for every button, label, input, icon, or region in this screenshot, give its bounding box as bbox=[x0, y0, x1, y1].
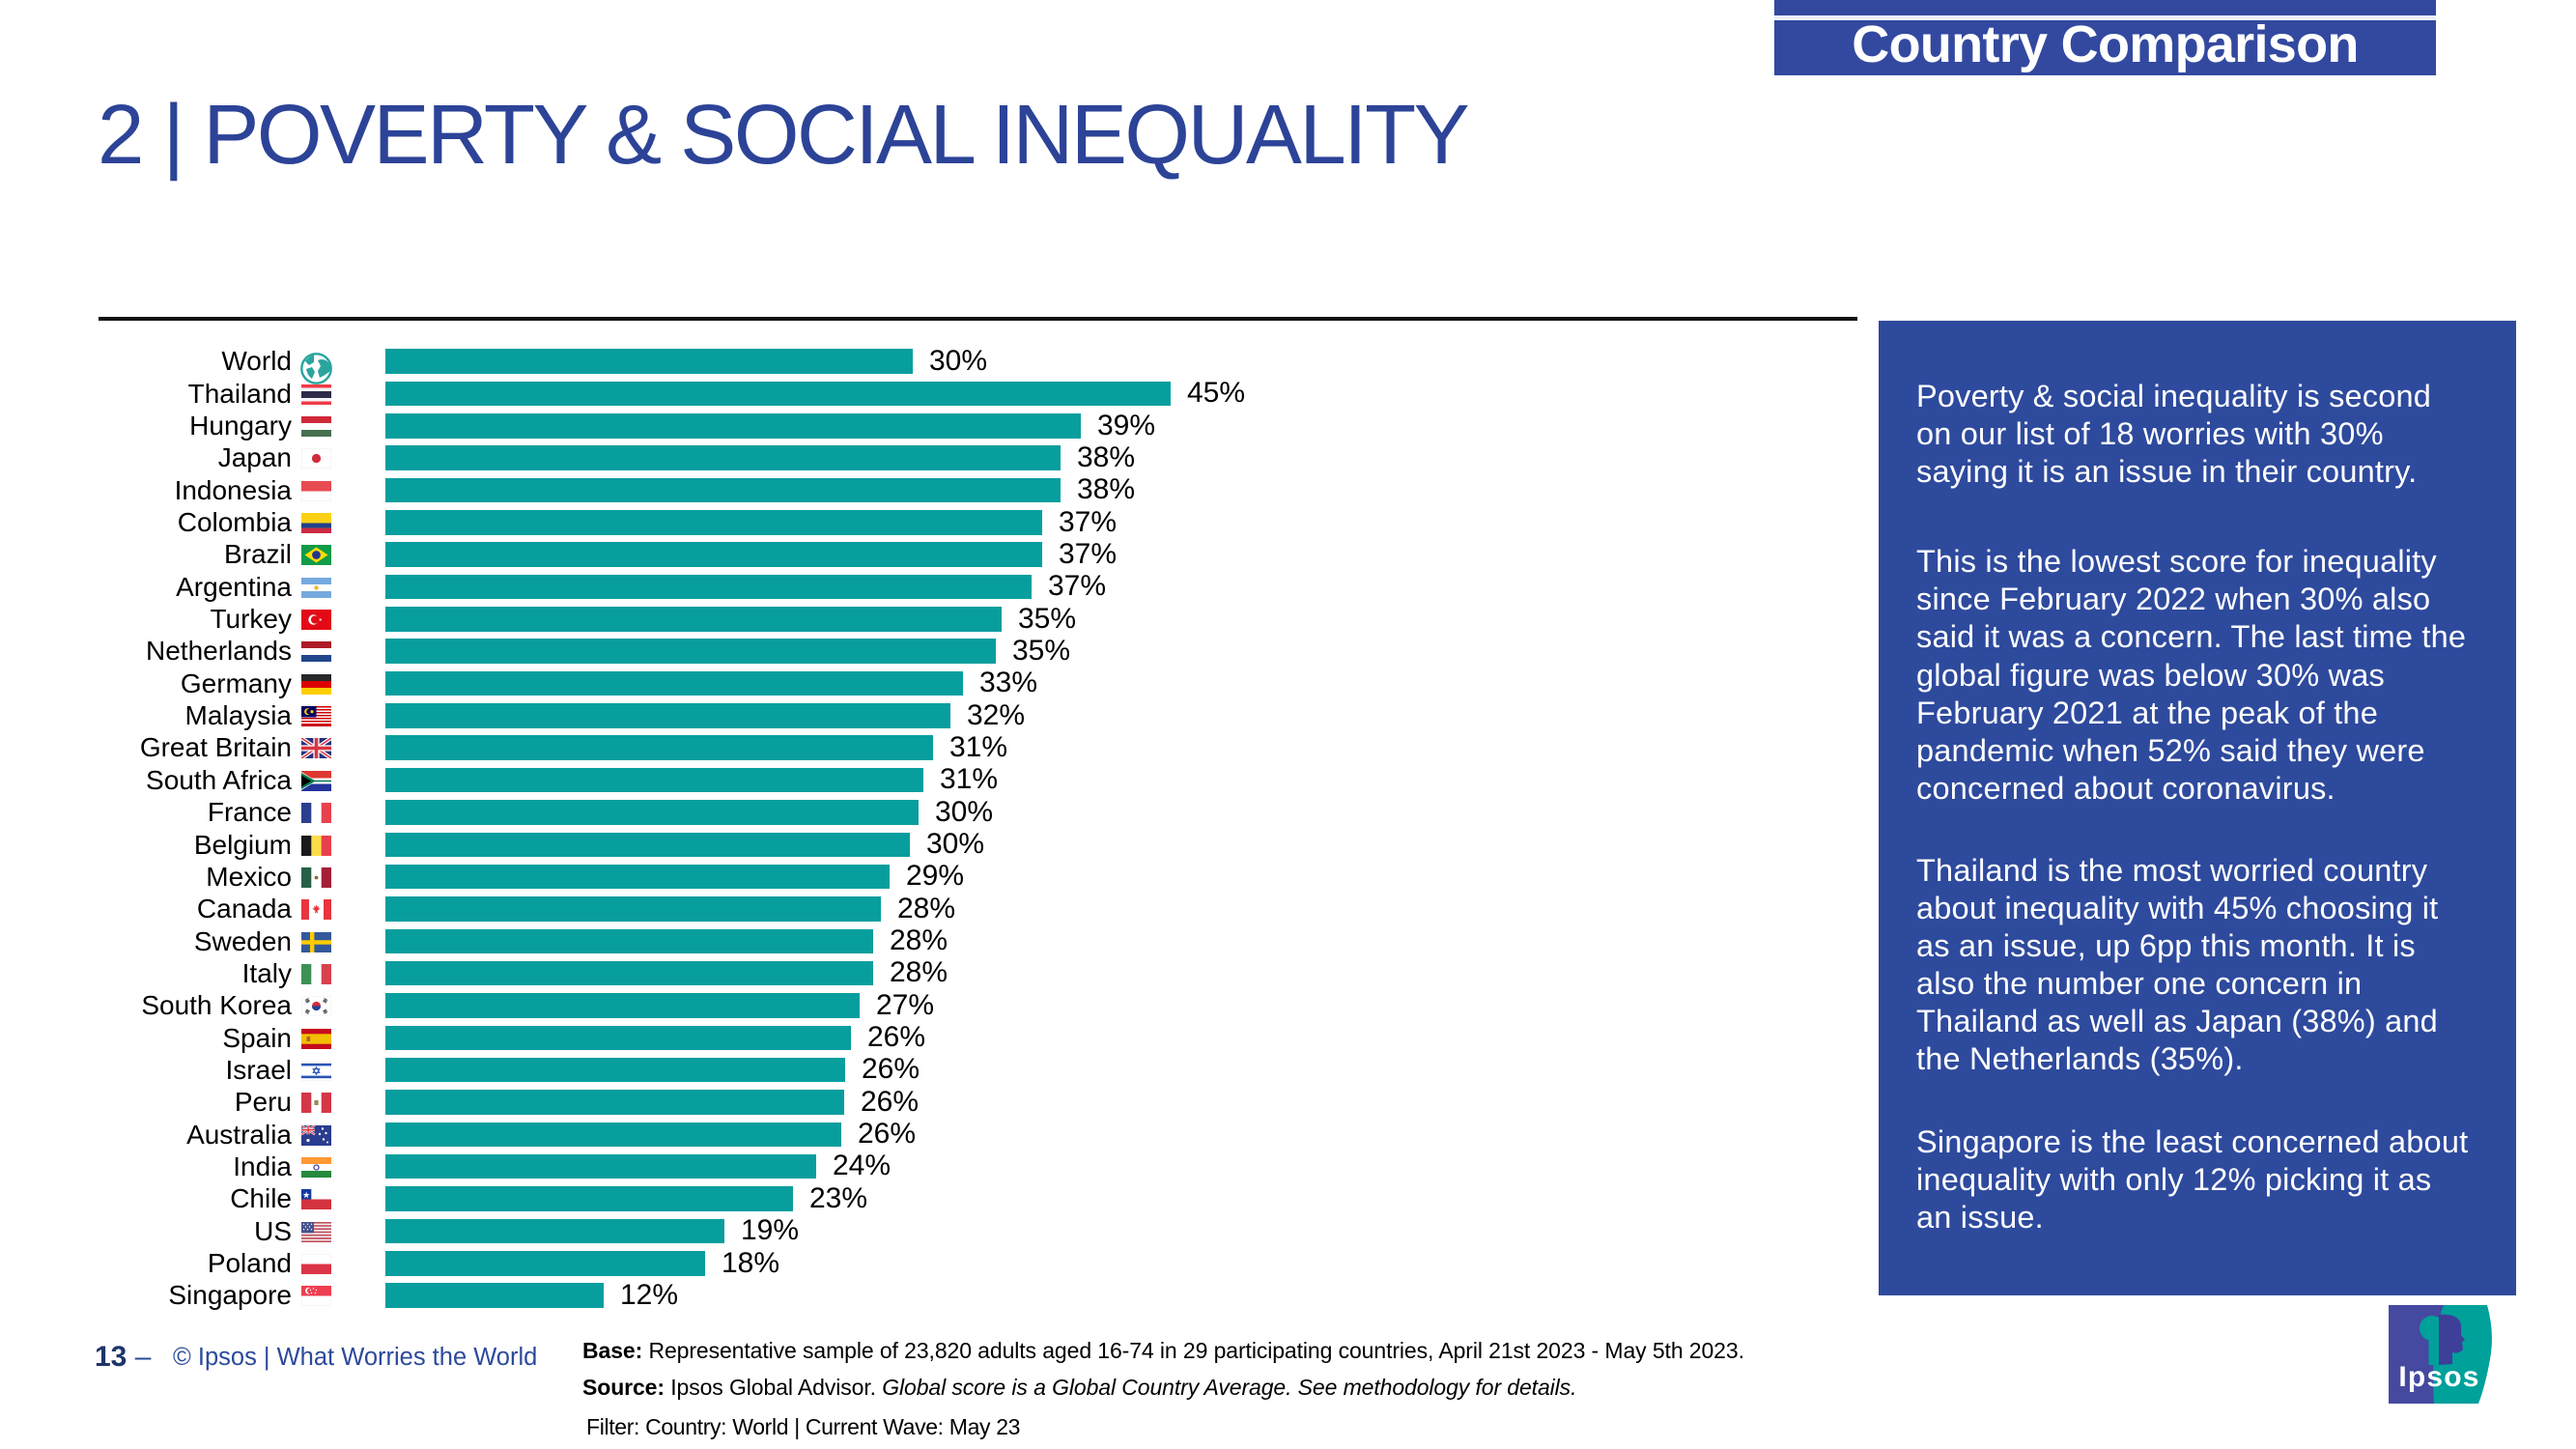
svg-text:Ipsos: Ipsos bbox=[2398, 1361, 2479, 1393]
